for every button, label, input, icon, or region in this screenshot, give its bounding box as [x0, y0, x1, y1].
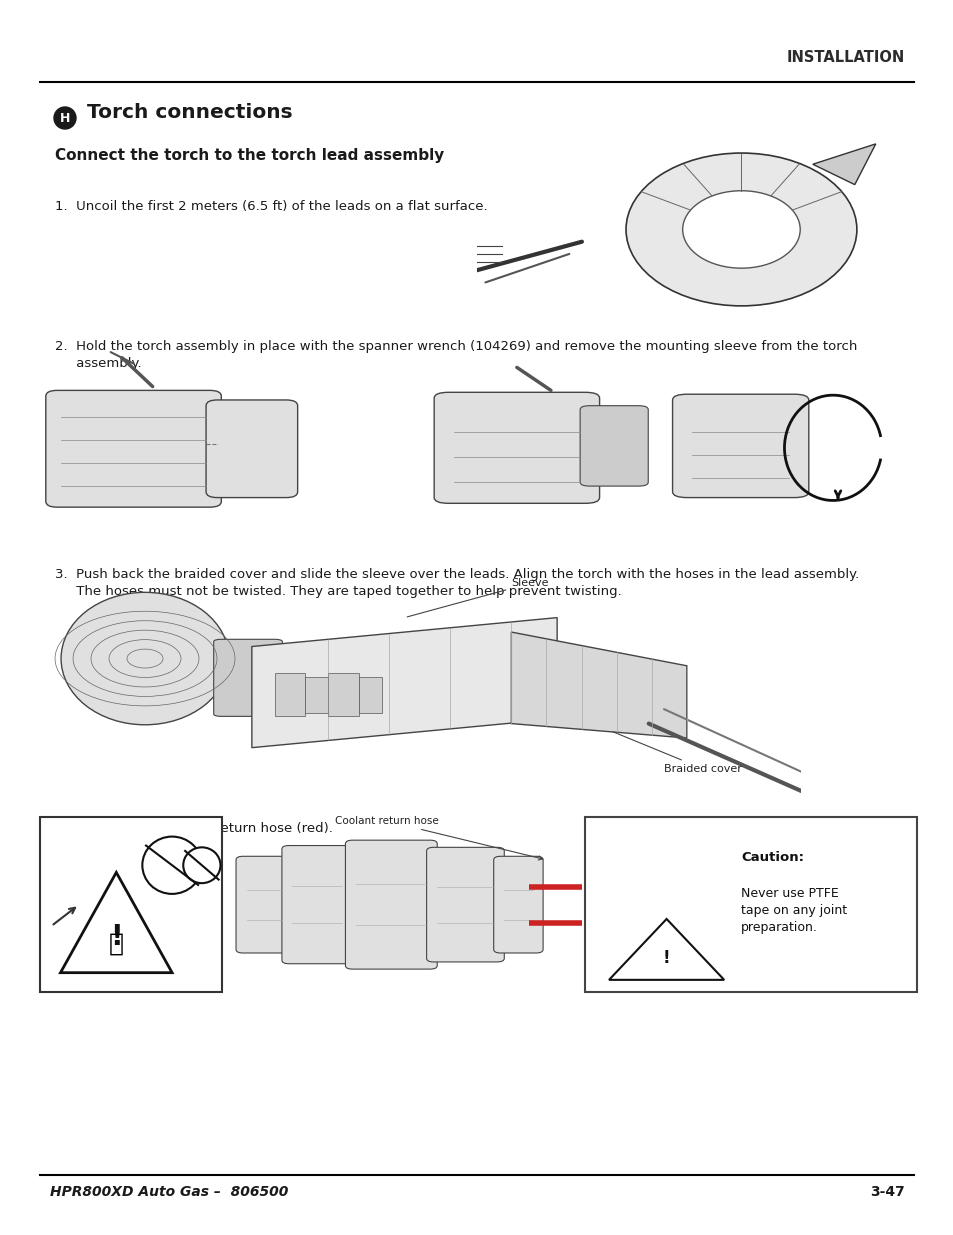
- Text: !: !: [110, 923, 123, 951]
- Text: 🤚: 🤚: [109, 932, 124, 956]
- FancyBboxPatch shape: [345, 840, 436, 969]
- Text: Coolant return hose: Coolant return hose: [335, 816, 542, 860]
- Text: 3-47: 3-47: [869, 1186, 904, 1199]
- Text: 4.  Connect the coolant return hose (red).: 4. Connect the coolant return hose (red)…: [55, 823, 333, 835]
- Polygon shape: [511, 632, 686, 739]
- Polygon shape: [252, 618, 557, 747]
- FancyBboxPatch shape: [40, 816, 222, 993]
- Circle shape: [142, 836, 202, 894]
- Text: Torch connections: Torch connections: [87, 103, 293, 121]
- Text: Caution:: Caution:: [740, 851, 803, 864]
- FancyBboxPatch shape: [426, 847, 504, 962]
- Polygon shape: [60, 872, 172, 973]
- Circle shape: [183, 847, 220, 883]
- Ellipse shape: [682, 190, 800, 268]
- Text: HPR800XD Auto Gas –  806500: HPR800XD Auto Gas – 806500: [50, 1186, 288, 1199]
- Text: Sleeve: Sleeve: [407, 578, 548, 618]
- Text: Connect the torch to the torch lead assembly: Connect the torch to the torch lead asse…: [55, 148, 444, 163]
- FancyBboxPatch shape: [235, 856, 293, 953]
- Text: The hoses must not be twisted. They are taped together to help prevent twisting.: The hoses must not be twisted. They are …: [55, 585, 621, 598]
- Text: 2.  Hold the torch assembly in place with the spanner wrench (104269) and remove: 2. Hold the torch assembly in place with…: [55, 340, 857, 353]
- Text: !: !: [662, 950, 670, 967]
- Text: Braided cover: Braided cover: [613, 732, 741, 774]
- FancyBboxPatch shape: [328, 673, 358, 716]
- FancyBboxPatch shape: [305, 677, 328, 713]
- Text: Never use PTFE
tape on any joint
preparation.: Never use PTFE tape on any joint prepara…: [740, 887, 846, 934]
- Circle shape: [54, 107, 76, 128]
- Polygon shape: [608, 919, 723, 979]
- FancyBboxPatch shape: [282, 846, 353, 963]
- FancyBboxPatch shape: [274, 673, 305, 716]
- FancyBboxPatch shape: [46, 390, 221, 508]
- Text: INSTALLATION: INSTALLATION: [786, 49, 904, 65]
- FancyBboxPatch shape: [585, 816, 916, 993]
- Text: 3.  Push back the braided cover and slide the sleeve over the leads. Align the t: 3. Push back the braided cover and slide…: [55, 568, 859, 580]
- Ellipse shape: [61, 593, 229, 725]
- FancyBboxPatch shape: [579, 405, 648, 487]
- Polygon shape: [812, 144, 875, 184]
- FancyBboxPatch shape: [434, 393, 598, 504]
- FancyBboxPatch shape: [213, 640, 282, 716]
- FancyBboxPatch shape: [206, 400, 297, 498]
- FancyBboxPatch shape: [358, 677, 381, 713]
- Text: 1.  Uncoil the first 2 meters (6.5 ft) of the leads on a flat surface.: 1. Uncoil the first 2 meters (6.5 ft) of…: [55, 200, 487, 212]
- Text: H: H: [60, 111, 71, 125]
- Text: assembly.: assembly.: [55, 357, 141, 370]
- Ellipse shape: [625, 153, 856, 306]
- FancyBboxPatch shape: [672, 394, 808, 498]
- FancyBboxPatch shape: [494, 856, 542, 953]
